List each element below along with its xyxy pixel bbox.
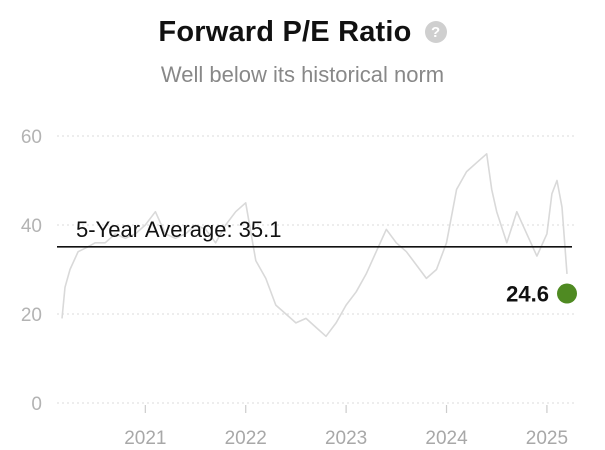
average-label: 5-Year Average: 35.1 [76, 217, 282, 242]
pe-ratio-line [61, 153, 568, 338]
x-tick-label: 2025 [526, 428, 568, 449]
y-axis-ticks: 0 20 40 60 [21, 127, 42, 415]
x-tick-label: 2022 [225, 428, 267, 449]
x-tick-label: 2024 [425, 428, 468, 449]
y-tick-label: 40 [21, 216, 42, 237]
gridlines [57, 135, 575, 404]
title-row: Forward P/E Ratio ? [0, 12, 605, 52]
x-tick-label: 2023 [325, 428, 367, 449]
current-value-dot[interactable] [557, 283, 577, 304]
x-tick-label: 2021 [124, 428, 166, 449]
question-circle-icon[interactable]: ? [424, 21, 447, 43]
x-axis-ticks: 2021 2022 2023 2024 2025 [124, 405, 568, 449]
current-value-label: 24.6 [506, 282, 549, 307]
chart-subtitle: Well below its historical norm [160, 62, 445, 87]
y-tick-label: 0 [31, 394, 42, 415]
y-tick-label: 20 [21, 305, 42, 326]
page-title: Forward P/E Ratio [158, 15, 412, 48]
y-tick-label: 60 [21, 127, 42, 148]
